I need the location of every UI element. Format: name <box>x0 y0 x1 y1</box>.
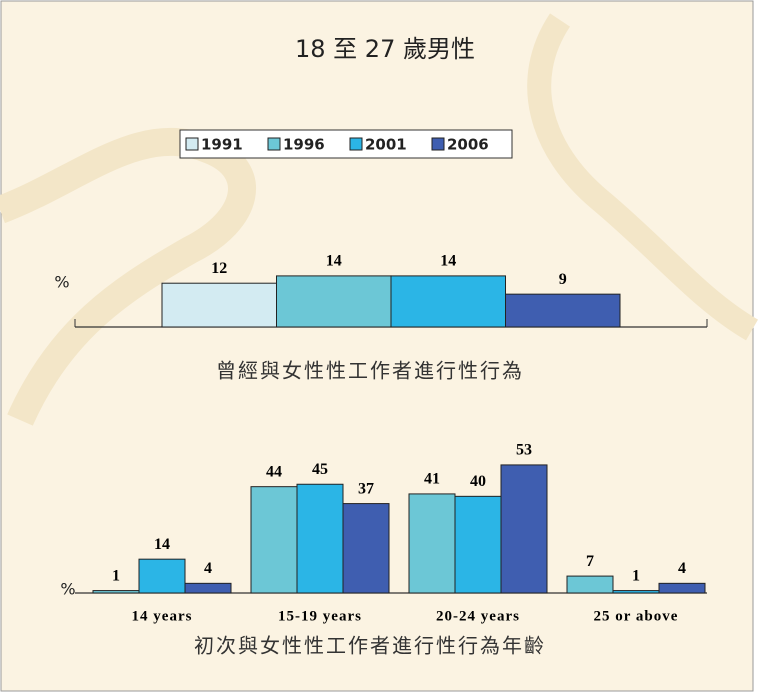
data-label: 1 <box>112 567 120 584</box>
legend-swatch <box>349 137 363 151</box>
legend-swatch <box>431 137 445 151</box>
bar <box>500 464 548 594</box>
bar <box>658 582 706 594</box>
data-label: 53 <box>516 442 532 459</box>
legend-label: 1991 <box>201 136 243 154</box>
x-axis-label: 曾經與女性性工作者進行性行為 <box>216 359 524 383</box>
bar <box>138 558 186 594</box>
x-tick-label: 20-24 years <box>436 608 520 624</box>
chart-title: 18 至 27 歲男性 <box>295 35 475 63</box>
bar <box>505 293 621 328</box>
data-label: 44 <box>266 463 282 480</box>
data-label: 14 <box>326 253 342 270</box>
data-label: 41 <box>424 471 440 488</box>
data-label: 7 <box>586 553 594 570</box>
decoration <box>0 127 256 426</box>
y-axis-label: % <box>60 580 75 599</box>
bar <box>566 575 614 594</box>
data-label: 14 <box>154 536 170 553</box>
bar <box>92 590 140 594</box>
data-label: 37 <box>358 480 374 497</box>
legend-swatch <box>267 137 281 151</box>
bar <box>250 486 298 594</box>
data-label: 1 <box>632 567 640 584</box>
x-axis-label: 初次與女性性工作者進行性行為年齡 <box>194 634 546 658</box>
data-label: 12 <box>211 260 227 277</box>
bar <box>454 495 502 594</box>
legend-swatch <box>185 137 199 151</box>
data-label: 4 <box>204 560 212 577</box>
bar <box>390 275 506 328</box>
legend-label: 1996 <box>283 136 325 154</box>
x-tick-label: 15-19 years <box>278 608 362 624</box>
y-axis-label: % <box>54 273 69 292</box>
legend-label: 2006 <box>447 136 489 154</box>
bar <box>184 582 232 594</box>
bar <box>408 493 456 594</box>
x-tick-label: 14 years <box>132 608 193 624</box>
decoration <box>527 13 759 341</box>
data-label: 40 <box>470 473 486 490</box>
data-label: 45 <box>312 461 328 478</box>
legend <box>179 129 513 159</box>
bar <box>296 483 344 594</box>
bar <box>612 590 660 594</box>
bar <box>342 503 390 594</box>
x-tick-label: 25 or above <box>594 608 679 624</box>
data-label: 9 <box>559 271 567 288</box>
bar <box>161 282 277 328</box>
data-label: 4 <box>678 560 686 577</box>
legend-label: 2001 <box>365 136 407 154</box>
data-label: 14 <box>440 253 456 270</box>
bar <box>276 275 392 328</box>
